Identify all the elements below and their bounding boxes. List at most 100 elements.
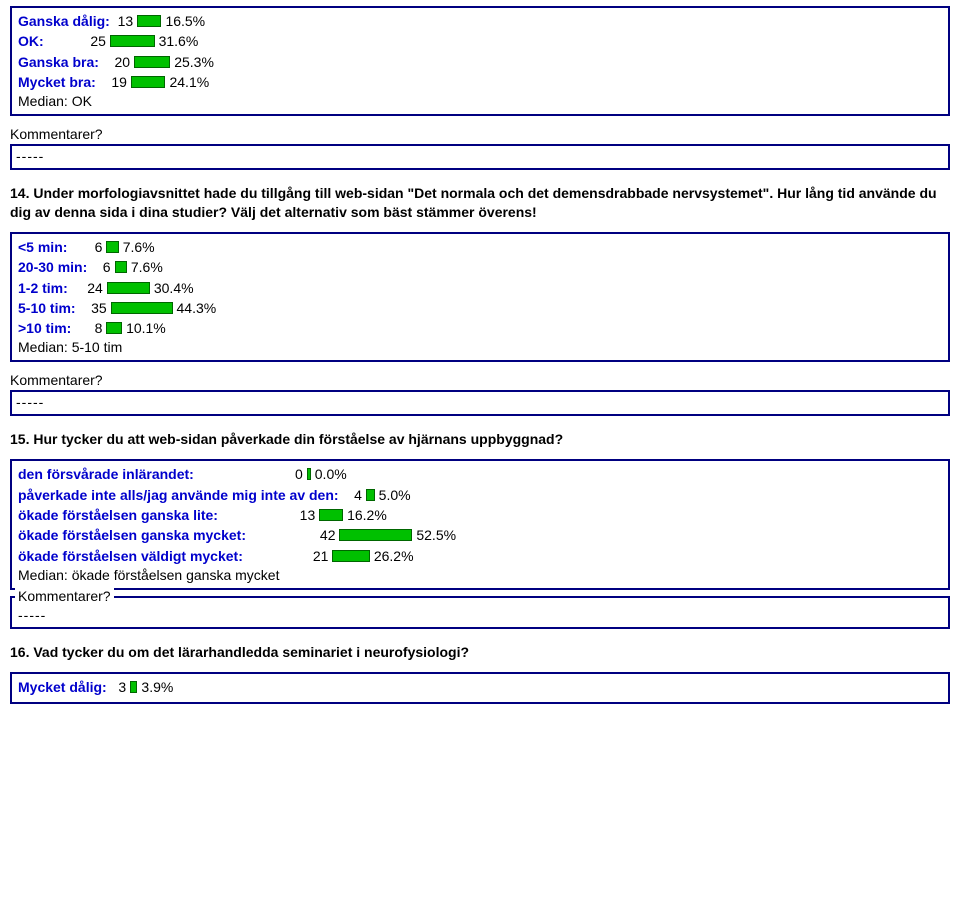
comment-label: Kommentarer?	[15, 588, 114, 604]
result-pct: 7.6%	[131, 257, 163, 277]
result-label: 1-2 tim:	[18, 278, 83, 298]
comment-field[interactable]: -----	[10, 390, 950, 416]
result-row: Mycket bra: 19 24.1%	[18, 72, 942, 92]
result-count: 6	[87, 237, 103, 257]
comment-label: Kommentarer?	[10, 372, 950, 388]
result-pct: 25.3%	[174, 52, 214, 72]
result-row: ökade förståelsen ganska mycket: 42 52.5%	[18, 525, 942, 545]
result-row: ökade förståelsen ganska lite: 13 16.2%	[18, 505, 942, 525]
result-bar-wrap: 52.5%	[339, 525, 456, 545]
result-label: ökade förståelsen väldigt mycket:	[18, 546, 309, 566]
result-row: Mycket dålig: 33.9%	[18, 677, 942, 697]
result-pct: 26.2%	[374, 546, 414, 566]
result-row: 20-30 min: 6 7.6%	[18, 257, 942, 277]
result-median: Median: 5-10 tim	[18, 339, 942, 355]
result-label: ökade förståelsen ganska mycket:	[18, 525, 316, 545]
result-bar	[134, 56, 170, 68]
result-row: Ganska bra: 20 25.3%	[18, 52, 942, 72]
result-bar	[111, 302, 173, 314]
result-pct: 44.3%	[177, 298, 217, 318]
result-bar	[307, 468, 311, 480]
result-bar-wrap: 7.6%	[106, 237, 154, 257]
result-label: ökade förståelsen ganska lite:	[18, 505, 296, 525]
comment-fieldset[interactable]: Kommentarer?-----	[10, 596, 950, 629]
result-bar	[137, 15, 161, 27]
result-count: 20	[111, 52, 130, 72]
result-count: 35	[87, 298, 106, 318]
result-count: 4	[346, 485, 362, 505]
result-bar	[332, 550, 369, 562]
results-box: Mycket dålig: 33.9%	[10, 672, 950, 704]
result-pct: 10.1%	[126, 318, 166, 338]
result-row: Ganska dålig: 13 16.5%	[18, 11, 942, 31]
result-pct: 31.6%	[159, 31, 199, 51]
result-bar-wrap: 5.0%	[366, 485, 411, 505]
result-bar-wrap: 7.6%	[115, 257, 163, 277]
result-label: den försvårade inlärandet:	[18, 464, 287, 484]
result-bar	[115, 261, 127, 273]
result-bar	[319, 509, 343, 521]
result-bar-wrap: 30.4%	[107, 278, 194, 298]
result-label: >10 tim:	[18, 318, 87, 338]
result-bar	[107, 282, 150, 294]
result-label: 5-10 tim:	[18, 298, 87, 318]
comment-field[interactable]: -----	[10, 144, 950, 170]
result-row: OK: 2531.6%	[18, 31, 942, 51]
results-box: den försvårade inlärandet: 0 0.0%påverkad…	[10, 459, 950, 589]
result-row: påverkade inte alls/jag använde mig inte…	[18, 485, 942, 505]
result-label: 20-30 min:	[18, 257, 95, 277]
result-count: 3	[114, 677, 126, 697]
result-pct: 16.2%	[347, 505, 387, 525]
result-pct: 16.5%	[165, 11, 205, 31]
result-bar-wrap: 26.2%	[332, 546, 413, 566]
result-bar-wrap: 24.1%	[131, 72, 209, 92]
result-row: >10 tim: 8 10.1%	[18, 318, 942, 338]
result-pct: 7.6%	[123, 237, 155, 257]
result-label: Ganska dålig:	[18, 11, 114, 31]
result-count: 24	[83, 278, 102, 298]
result-bar-wrap: 25.3%	[134, 52, 214, 72]
result-bar-wrap: 10.1%	[106, 318, 165, 338]
result-median: Median: OK	[18, 93, 942, 109]
result-label: påverkade inte alls/jag använde mig inte…	[18, 485, 346, 505]
result-count: 25	[86, 31, 105, 51]
result-bar-wrap: 16.2%	[319, 505, 387, 525]
result-bar-wrap: 16.5%	[137, 11, 205, 31]
result-label: <5 min:	[18, 237, 87, 257]
result-pct: 5.0%	[379, 485, 411, 505]
result-label: Ganska bra:	[18, 52, 111, 72]
result-pct: 3.9%	[141, 677, 173, 697]
result-bar-wrap: 44.3%	[111, 298, 217, 318]
result-bar	[366, 489, 375, 501]
result-bar-wrap: 0.0%	[307, 464, 347, 484]
result-pct: 52.5%	[416, 525, 456, 545]
result-pct: 0.0%	[315, 464, 347, 484]
result-pct: 24.1%	[169, 72, 209, 92]
result-count: 13	[296, 505, 315, 525]
question-text: 14. Under morfologiavsnittet hade du til…	[10, 184, 950, 222]
result-row: ökade förståelsen väldigt mycket: 21 26.2…	[18, 546, 942, 566]
result-count: 0	[287, 464, 303, 484]
result-median: Median: ökade förståelsen ganska mycket	[18, 567, 942, 583]
result-row: <5 min: 6 7.6%	[18, 237, 942, 257]
result-count: 19	[107, 72, 126, 92]
results-box: Ganska dålig: 1316.5%OK: 2531.6%Ganska b…	[10, 6, 950, 116]
result-count: 8	[87, 318, 103, 338]
comment-value: -----	[18, 607, 942, 623]
result-label: Mycket bra:	[18, 72, 107, 92]
result-bar	[131, 76, 166, 88]
result-bar	[339, 529, 412, 541]
result-row: 1-2 tim: 24 30.4%	[18, 278, 942, 298]
result-bar	[130, 681, 137, 693]
result-count: 42	[316, 525, 335, 545]
result-count: 13	[114, 11, 133, 31]
result-bar-wrap: 3.9%	[130, 677, 173, 697]
question-text: 16. Vad tycker du om det lärarhandledda …	[10, 643, 950, 662]
result-row: den försvårade inlärandet: 0 0.0%	[18, 464, 942, 484]
result-count: 21	[309, 546, 328, 566]
result-bar	[106, 241, 118, 253]
question-text: 15. Hur tycker du att web-sidan påverkad…	[10, 430, 950, 449]
result-count: 6	[95, 257, 111, 277]
result-pct: 30.4%	[154, 278, 194, 298]
result-bar-wrap: 31.6%	[110, 31, 198, 51]
